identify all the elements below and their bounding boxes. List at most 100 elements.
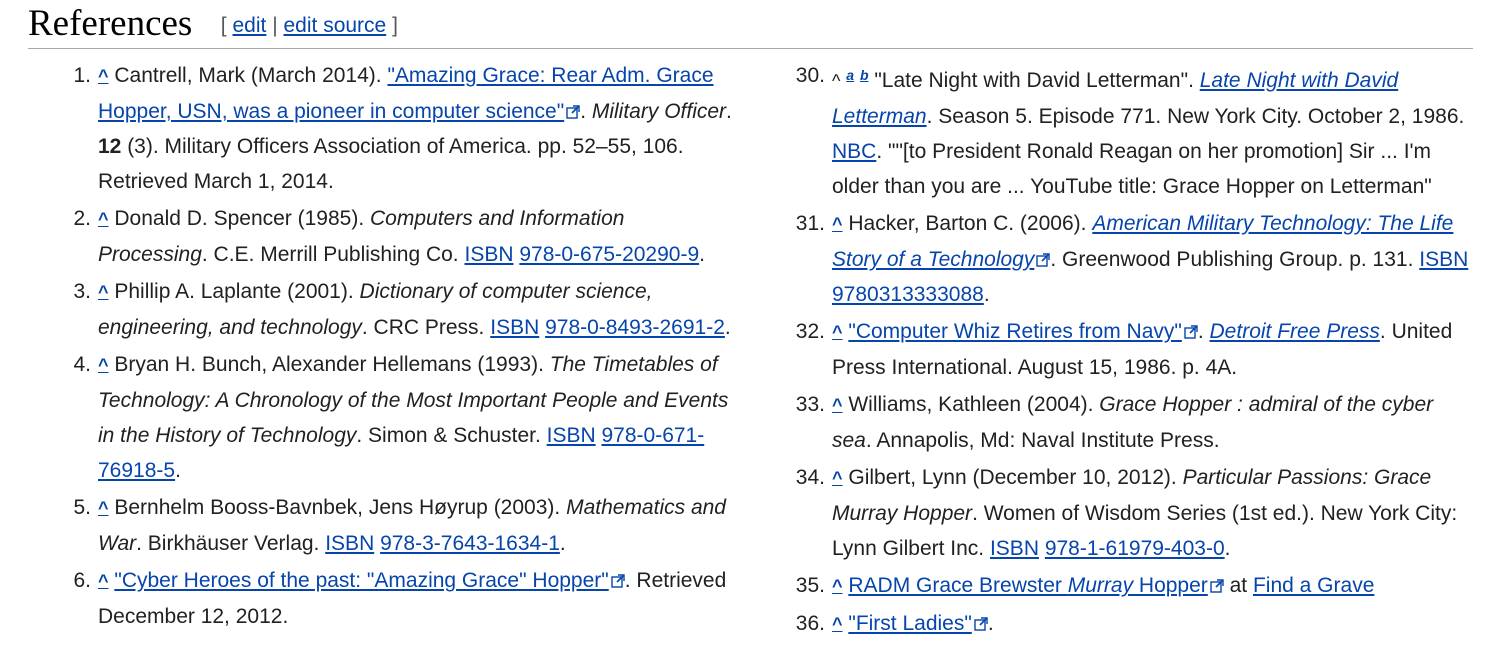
ref-text: Williams, Kathleen (2004). [848,393,1100,416]
reference-number: 3. [73,280,91,303]
ref-text: Gilbert, Lynn (December 10, 2012). [848,466,1183,489]
backlink-caret[interactable]: ^ [98,498,109,518]
ref-work: Mathematics and War [98,496,726,555]
ref-text: . United Press International. August 15,… [832,320,1453,379]
ref-text: . [987,612,994,635]
ref-text: . [1224,537,1231,560]
ref-text: Bernhelm Booss-Bavnbek, Jens Høyrup (200… [114,496,567,519]
separator: | [272,14,278,37]
link-text: Hopper [1133,574,1208,597]
isbn-number-link[interactable]: 978-1-61979-403-0 [1044,537,1225,560]
backlink-a[interactable]: a [846,67,855,83]
isbn-link[interactable]: ISBN [546,424,596,447]
ref-volume: 12 [98,135,122,158]
reference-number: 5. [73,496,91,519]
reference-item: 4. ^ Bryan H. Bunch, Alexander Hellemans… [73,347,738,488]
isbn-number-link[interactable]: 978-3-7643-1634-1 [380,532,560,555]
ref-title-link[interactable]: "Computer Whiz Retires from Navy" [848,320,1182,343]
references-column-left: 1. ^ Cantrell, Mark (March 2014). "Amazi… [73,58,738,636]
ref-text: . [580,100,592,123]
ref-work: The Timetables of Technology: A Chronolo… [98,353,729,447]
backlink-b[interactable]: b [859,67,869,83]
backlink-caret[interactable]: ^ [832,395,843,415]
reference-number: 31. [795,212,825,235]
reference-number: 6. [73,569,91,592]
find-a-grave-link[interactable]: Find a Grave [1252,574,1375,597]
isbn-link[interactable]: ISBN [490,316,540,339]
reference-item: 2. ^ Donald D. Spencer (1985). Computers… [73,201,738,272]
ref-text: . ""[to President Ronald Reagan on her p… [832,140,1432,198]
ref-text: at [1223,574,1253,597]
ref-text: Hacker, Barton C. (2006). [848,212,1093,235]
isbn-link[interactable]: ISBN [989,537,1039,560]
ref-text: Phillip A. Laplante (2001). [114,280,360,303]
reference-item: 34. ^ Gilbert, Lynn (December 10, 2012).… [796,460,1472,566]
ref-work: Particular Passions: Grace Murray Hopper [832,466,1432,525]
backlink-caret[interactable]: ^ [832,576,843,596]
section-heading: References [ edit | edit source ] [28,4,1473,49]
ref-text: . Annapolis, Md: Naval Institute Press. [865,429,1220,452]
edit-source-link[interactable]: edit source [283,14,387,37]
external-link-icon [1036,243,1051,267]
edit-link[interactable]: edit [232,14,267,37]
reference-number: 36. [795,612,825,635]
ref-text: . Season 5. Episode 771. New York City. … [926,105,1465,128]
backlink-caret[interactable]: ^ [98,282,109,302]
external-link-icon [1184,315,1198,339]
ref-title-link[interactable]: "Amazing Grace: Rear Adm. Grace Hopper, … [98,64,714,123]
reference-item: 32. ^ "Computer Whiz Retires from Navy".… [796,314,1472,385]
backlink-caret[interactable]: ^ [98,66,109,86]
ref-title-link[interactable]: "Cyber Heroes of the past: "Amazing Grac… [114,569,609,592]
ref-work: Grace Hopper : admiral of the cyber sea [832,393,1434,452]
ref-text: . Women of Wisdom Series (1st ed.). New … [832,502,1458,560]
bracket-open: [ [220,14,227,37]
isbn-link[interactable]: ISBN [1419,248,1469,271]
reference-item: 5. ^ Bernhelm Booss-Bavnbek, Jens Høyrup… [73,490,738,561]
ref-title-link[interactable]: "First Ladies" [848,612,972,635]
ref-work: Military Officer [591,100,727,123]
ref-work-link[interactable]: Detroit Free Press [1209,320,1380,343]
reference-number: 2. [73,207,91,230]
isbn-link[interactable]: ISBN [325,532,375,555]
backlink-caret[interactable]: ^ [832,468,843,488]
reference-item: 6. ^ "Cyber Heroes of the past: "Amazing… [73,563,738,634]
ref-text: . [1197,320,1210,343]
backlink-caret[interactable]: ^ [832,214,843,234]
section-title: References [28,3,193,44]
isbn-link[interactable]: ISBN [464,243,514,266]
reference-number: 34. [795,466,825,489]
external-link-icon [611,564,625,588]
ref-text: Cantrell, Mark (March 2014). [114,64,388,87]
ref-text: . Retrieved December 12, 2012. [98,569,727,628]
isbn-number-link[interactable]: 9780313333088 [832,283,984,306]
ref-title-link[interactable]: RADM Grace Brewster Murray Hopper [848,574,1207,597]
link-text-italic: Murray [1067,574,1134,597]
reference-number: 35. [795,574,825,597]
reference-item: 31. ^ Hacker, Barton C. (2006). American… [796,206,1472,312]
reference-item: 30. ^ a b "Late Night with David Letterm… [796,58,1472,204]
backlink-caret[interactable]: ^ [98,209,109,229]
ref-text: Bryan H. Bunch, Alexander Hellemans (199… [114,353,550,376]
reference-number: 32. [795,320,825,343]
ref-work-link[interactable]: Late Night with David Letterman [832,69,1399,128]
reference-item: 33. ^ Williams, Kathleen (2004). Grace H… [796,387,1472,458]
backlink-caret[interactable]: ^ [832,614,843,634]
reference-number: 33. [795,393,825,416]
backlink-caret[interactable]: ^ [98,571,109,591]
ref-text: . Simon & Schuster. [356,424,547,447]
backlink-caret[interactable]: ^ [832,322,843,342]
backlink-caret[interactable]: ^ [98,355,109,375]
ref-text: . [983,283,990,306]
ref-text: . [175,459,181,482]
external-link-icon [974,607,988,631]
external-link-icon [1210,569,1224,593]
ref-text: . Greenwood Publishing Group. p. 131. [1050,248,1420,271]
reference-item: 3. ^ Phillip A. Laplante (2001). Diction… [73,274,738,345]
isbn-number-link[interactable]: 978-0-8493-2691-2 [545,316,725,339]
ref-text: "Late Night with David Letterman". [868,69,1200,92]
ref-work-link[interactable]: American Military Technology: The Life S… [832,212,1454,271]
isbn-number-link[interactable]: 978-0-675-20290-9 [519,243,700,266]
network-link[interactable]: NBC [832,140,877,163]
isbn-number-link[interactable]: 978-0-671-76918-5 [98,424,705,482]
backlink-caret-label: ^ [832,71,841,91]
